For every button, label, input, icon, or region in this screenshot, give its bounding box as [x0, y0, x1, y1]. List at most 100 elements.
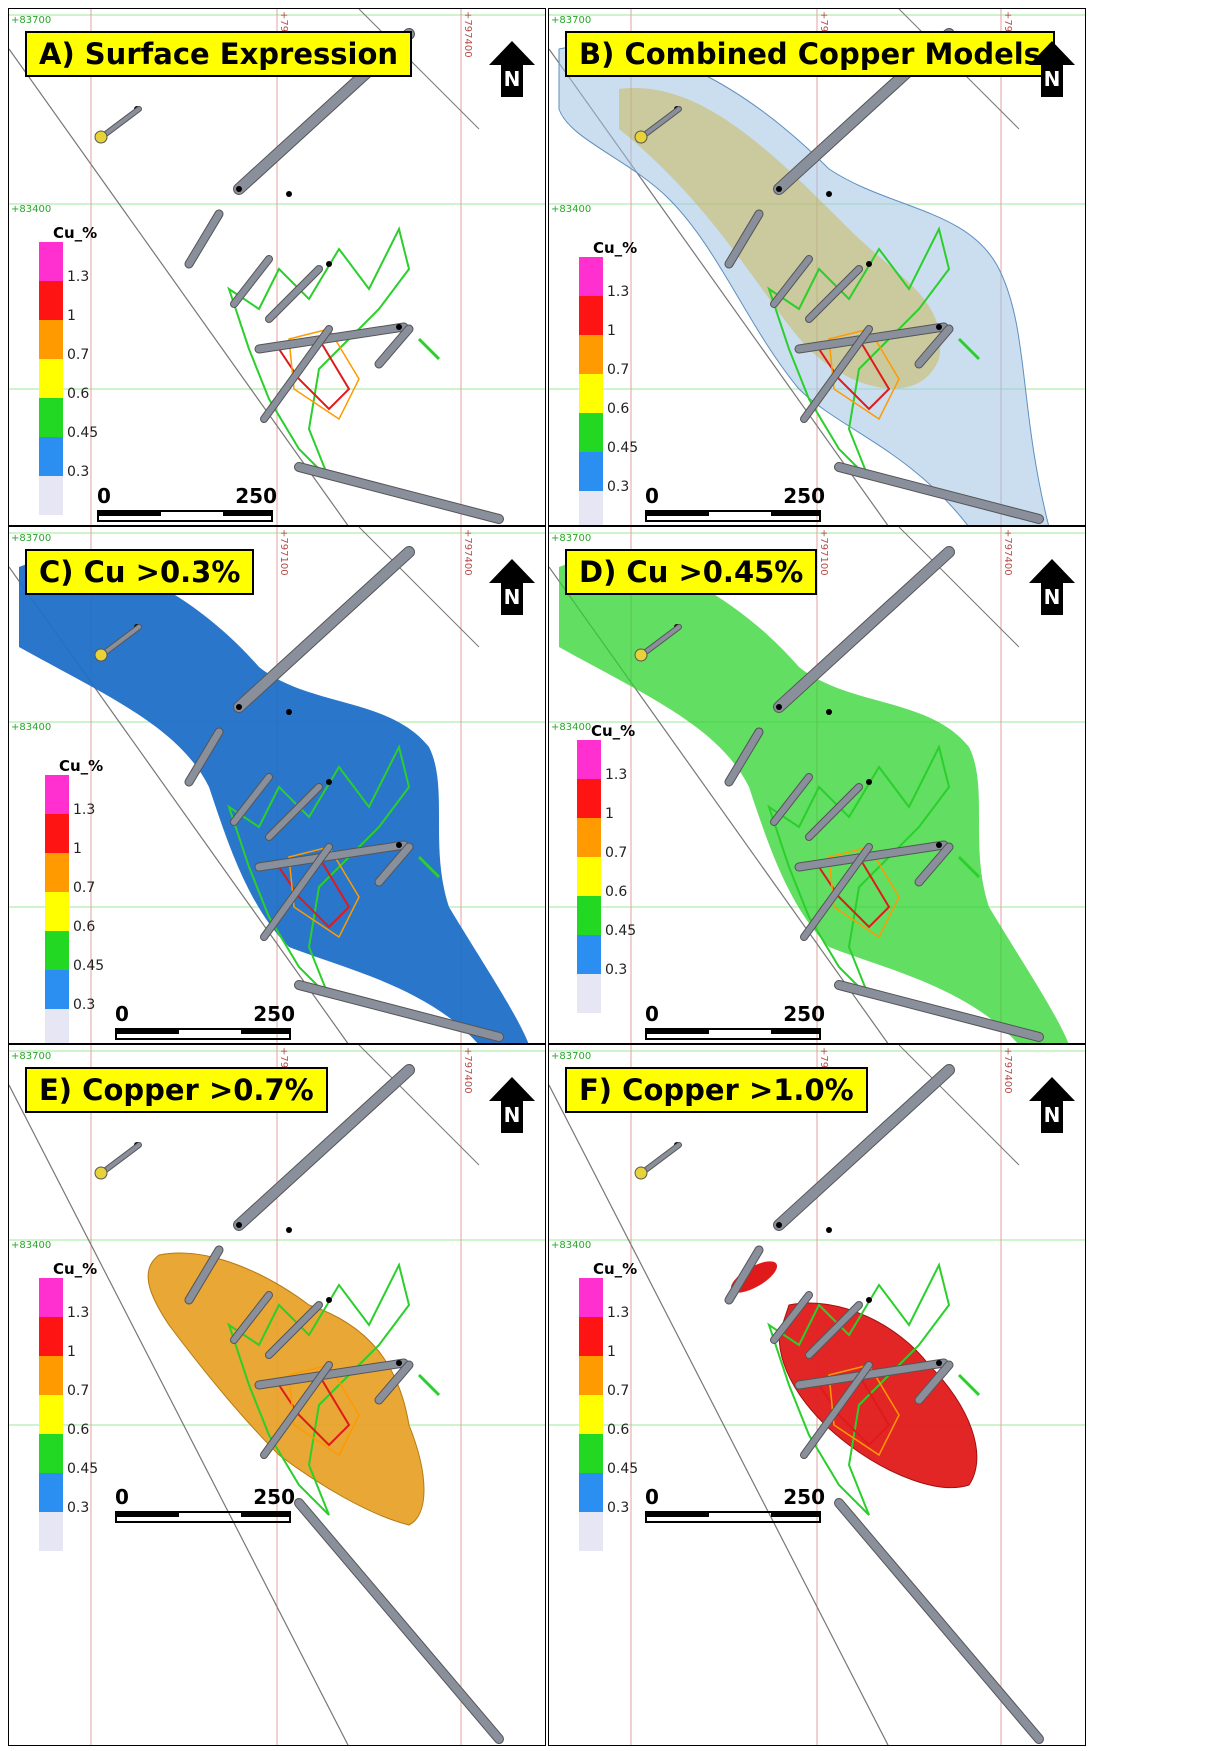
legend-swatch [579, 1434, 603, 1473]
legend-item [39, 476, 135, 515]
legend-swatch [577, 779, 601, 818]
scale-start-label: 0 [645, 1485, 659, 1509]
legend: Cu_% 1.3 1 0.7 0.6 0.45 0.3 [39, 1260, 135, 1551]
legend-swatch [39, 1356, 63, 1395]
northing-label: +83400 [11, 204, 52, 215]
legend-swatch [45, 853, 69, 892]
legend-swatch [577, 740, 601, 779]
legend-swatch [579, 1317, 603, 1356]
legend-swatch [579, 413, 603, 452]
legend-swatch [579, 335, 603, 374]
legend-item [579, 491, 675, 525]
panel-d: +83700 +83400 +797100 +797400 D) Cu >0.45% N C… [548, 526, 1086, 1044]
legend-value: 1 [605, 806, 614, 822]
north-arrow-icon: N [489, 41, 535, 97]
legend-swatch [39, 359, 63, 398]
panel-title: F) Copper >1.0% [565, 1067, 868, 1113]
legend-item: 0.45 [579, 413, 675, 456]
legend-value: 0.7 [73, 880, 96, 896]
scale-bar: 0 250 [645, 484, 825, 524]
legend-value: 0.6 [607, 1422, 630, 1438]
legend-item: 1 [45, 814, 141, 857]
easting-label: +797400 [462, 1047, 473, 1094]
legend-item [577, 974, 673, 1013]
legend-value: 0.45 [67, 425, 99, 441]
legend-title: Cu_% [53, 1260, 98, 1278]
legend-swatch [39, 398, 63, 437]
legend-value: 1.3 [67, 1305, 90, 1321]
easting-label: +797400 [1002, 529, 1013, 576]
legend-value: 1.3 [605, 767, 628, 783]
legend-item: 0.3 [579, 452, 675, 495]
panel-title: C) Cu >0.3% [25, 549, 255, 595]
legend-value: 0.45 [73, 958, 105, 974]
legend-item: 0.45 [577, 896, 673, 939]
northing-label: +83700 [551, 15, 592, 26]
legend-swatch [577, 896, 601, 935]
legend-item: 1 [579, 1317, 675, 1360]
scale-end-label: 250 [253, 1485, 295, 1509]
legend-value: 0.3 [67, 1500, 90, 1516]
map-view [9, 1045, 545, 1745]
legend-value: 0.6 [605, 884, 628, 900]
legend-swatch [45, 892, 69, 931]
legend-swatch [579, 257, 603, 296]
legend-value: 0.45 [605, 923, 637, 939]
legend: Cu_% 1.3 1 0.7 0.6 0.45 0.3 [45, 757, 141, 1043]
legend-swatch [39, 1473, 63, 1512]
legend-swatch [579, 296, 603, 335]
panel-title: D) Cu >0.45% [565, 549, 818, 595]
scale-bar: 0 250 [115, 1485, 295, 1525]
northing-label: +83700 [11, 1051, 52, 1062]
legend-item: 1.3 [39, 242, 135, 285]
legend-value: 1.3 [67, 269, 90, 285]
north-label: N [504, 1103, 521, 1127]
legend-item: 0.3 [39, 437, 135, 480]
legend-swatch [45, 931, 69, 970]
legend-value: 1.3 [73, 802, 96, 818]
scale-start-label: 0 [645, 484, 659, 508]
legend-item: 1 [577, 779, 673, 822]
legend-item: 0.6 [579, 1395, 675, 1438]
legend-item: 1.3 [579, 257, 675, 300]
easting-label: +797400 [462, 11, 473, 58]
scale-start-label: 0 [115, 1002, 129, 1026]
scale-start-label: 0 [645, 1002, 659, 1026]
northing-label: +83700 [11, 533, 52, 544]
northing-label: +83400 [551, 1240, 592, 1251]
northing-label: +83400 [11, 1240, 52, 1251]
north-label: N [1044, 67, 1061, 91]
legend-swatch [577, 935, 601, 974]
legend-item [39, 1512, 135, 1551]
northing-label: +83700 [551, 1051, 592, 1062]
legend-item: 0.6 [39, 359, 135, 402]
legend-swatch [579, 1512, 603, 1551]
legend: Cu_% 1.3 1 0.7 0.6 0.45 0.3 [579, 239, 675, 525]
legend-value: 1 [73, 841, 82, 857]
legend-title: Cu_% [593, 239, 638, 257]
legend-swatch [45, 814, 69, 853]
scale-end-label: 250 [783, 484, 825, 508]
legend-title: Cu_% [59, 757, 104, 775]
legend-swatch [39, 1512, 63, 1551]
legend-swatch [579, 1278, 603, 1317]
legend-value: 0.3 [605, 962, 628, 978]
north-label: N [1044, 585, 1061, 609]
legend-value: 1.3 [607, 1305, 630, 1321]
north-arrow-icon: N [489, 559, 535, 615]
north-arrow-icon: N [1029, 1077, 1075, 1133]
legend-value: 1 [607, 1344, 616, 1360]
legend-swatch [579, 452, 603, 491]
legend-swatch [579, 1473, 603, 1512]
legend-value: 0.7 [607, 1383, 630, 1399]
easting-label: +797400 [462, 529, 473, 576]
map-view [9, 527, 545, 1043]
north-arrow-icon: N [489, 1077, 535, 1133]
panel-title: A) Surface Expression [25, 31, 413, 77]
legend-item: 0.7 [45, 853, 141, 896]
panel-title: B) Combined Copper Models [565, 31, 1055, 77]
legend-swatch [577, 857, 601, 896]
legend-item: 0.6 [577, 857, 673, 900]
